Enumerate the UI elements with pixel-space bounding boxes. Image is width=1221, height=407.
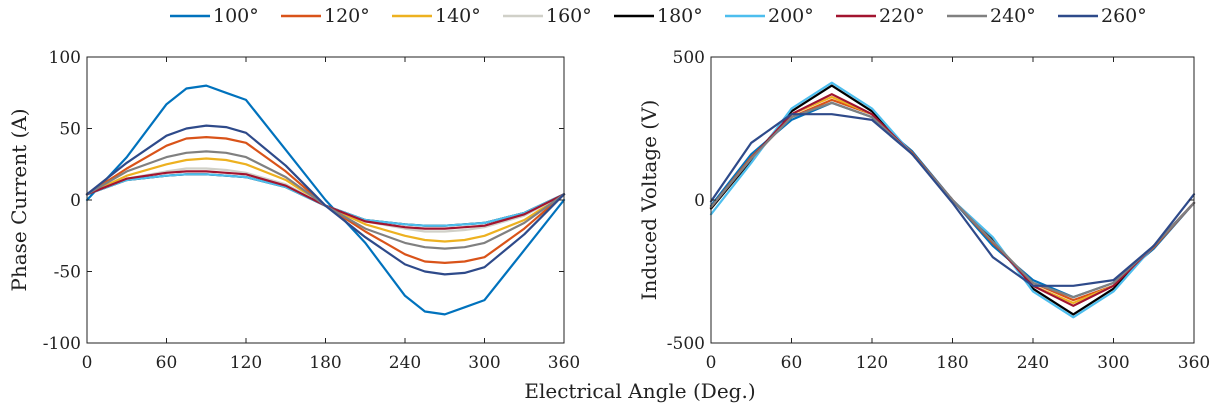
x-tick-label: 240: [389, 353, 421, 373]
legend-label: 240°: [990, 5, 1036, 27]
y-axis-label: Phase Current (A): [7, 108, 31, 291]
y-tick-label: -100: [43, 334, 81, 354]
phase-current-series: [85, 84, 566, 316]
x-tick-label: 60: [156, 353, 178, 373]
x-tick-label: 0: [82, 353, 93, 373]
x-tick-label: 180: [309, 353, 341, 373]
y-tick-label: 500: [673, 48, 705, 68]
x-tick-label: 300: [1097, 353, 1129, 373]
legend-label: 200°: [768, 5, 814, 27]
y-tick-label: 50: [59, 120, 81, 140]
phase-current-chart: 0 60 120 180 240 300 360 100 50 0 -50 -100 Phase Cu…: [7, 48, 580, 373]
x-tick-label: 0: [706, 353, 717, 373]
legend-label: 100°: [213, 5, 259, 27]
y-tick-label: 0: [694, 191, 705, 211]
legend-label: 260°: [1101, 5, 1147, 27]
y-tick-label: 0: [70, 191, 81, 211]
legend-label: 220°: [879, 5, 925, 27]
legend-label: 160°: [546, 5, 592, 27]
x-tick-label: 60: [781, 353, 803, 373]
y-axis-label: Induced Voltage (V): [637, 100, 661, 301]
legend-label: 120°: [324, 5, 370, 27]
series-line-260deg: [85, 124, 566, 276]
phase-current-ticks: 0 60 120 180 240 300 360 100 50 0 -50 -100: [43, 48, 580, 373]
y-tick-label: -500: [667, 334, 705, 354]
y-tick-label: 100: [49, 48, 81, 68]
x-tick-label: 120: [856, 353, 888, 373]
x-tick-label: 120: [230, 353, 262, 373]
induced-voltage-series: [709, 81, 1196, 319]
x-tick-label: 300: [468, 353, 500, 373]
legend-label: 140°: [435, 5, 481, 27]
x-tick-label: 180: [936, 353, 968, 373]
legend: 100° 120° 140° 160° 180° 200° 220° 240° 260°: [170, 5, 1147, 27]
x-tick-label: 240: [1017, 353, 1049, 373]
series-line-240deg: [709, 101, 1196, 299]
y-tick-label: -50: [54, 263, 81, 283]
x-axis-label: Electrical Angle (Deg.): [524, 379, 755, 403]
x-tick-label: 360: [548, 353, 580, 373]
series-line-100deg: [85, 84, 566, 316]
series-line-260deg: [709, 113, 1196, 287]
x-tick-label: 360: [1178, 353, 1210, 373]
legend-label: 180°: [657, 5, 703, 27]
